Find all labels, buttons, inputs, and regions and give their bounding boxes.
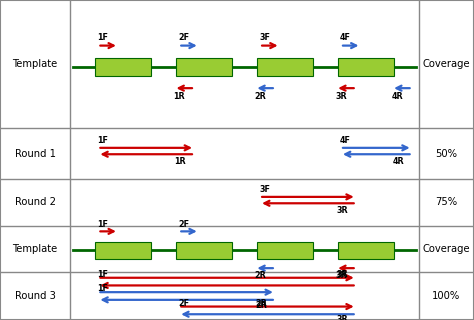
Text: Coverage: Coverage xyxy=(422,59,470,69)
Text: 1F: 1F xyxy=(98,270,109,279)
Text: 4F: 4F xyxy=(340,33,351,42)
Text: 1F: 1F xyxy=(98,220,109,229)
Text: 4R: 4R xyxy=(392,157,404,166)
Bar xyxy=(95,58,151,76)
Text: Round 2: Round 2 xyxy=(15,197,55,207)
Text: Round 3: Round 3 xyxy=(15,291,55,301)
Text: 50%: 50% xyxy=(435,148,457,159)
Bar xyxy=(95,242,151,259)
Text: 1F: 1F xyxy=(98,284,109,293)
Text: 3R: 3R xyxy=(336,316,348,320)
Bar xyxy=(337,58,393,76)
Text: 2R: 2R xyxy=(255,299,267,308)
Text: 2R: 2R xyxy=(255,92,266,101)
Text: Template: Template xyxy=(12,244,58,254)
Text: Coverage: Coverage xyxy=(422,244,470,254)
Text: 2F: 2F xyxy=(178,299,189,308)
Text: 1F: 1F xyxy=(98,33,109,42)
Text: 1R: 1R xyxy=(173,92,185,101)
Text: 75%: 75% xyxy=(435,197,457,207)
Text: 3R: 3R xyxy=(336,270,348,279)
Bar xyxy=(257,242,313,259)
Bar xyxy=(257,58,313,76)
Text: 3F: 3F xyxy=(259,185,270,194)
Text: 3R: 3R xyxy=(335,92,347,101)
Text: 4R: 4R xyxy=(391,92,403,101)
Text: 3F: 3F xyxy=(259,33,270,42)
Text: 1F: 1F xyxy=(98,136,109,145)
Text: 100%: 100% xyxy=(432,291,460,301)
Text: 3R: 3R xyxy=(335,271,347,280)
Text: 3R: 3R xyxy=(336,206,348,215)
Bar xyxy=(176,58,232,76)
Text: 2F: 2F xyxy=(178,220,189,229)
Bar xyxy=(176,242,232,259)
Text: 1R: 1R xyxy=(174,157,186,166)
Bar xyxy=(337,242,393,259)
Text: Template: Template xyxy=(12,59,58,69)
Text: 4F: 4F xyxy=(340,136,351,145)
Text: 2R: 2R xyxy=(255,271,266,280)
Text: 2R: 2R xyxy=(255,301,267,310)
Text: Round 1: Round 1 xyxy=(15,148,55,159)
Text: 2F: 2F xyxy=(178,33,189,42)
